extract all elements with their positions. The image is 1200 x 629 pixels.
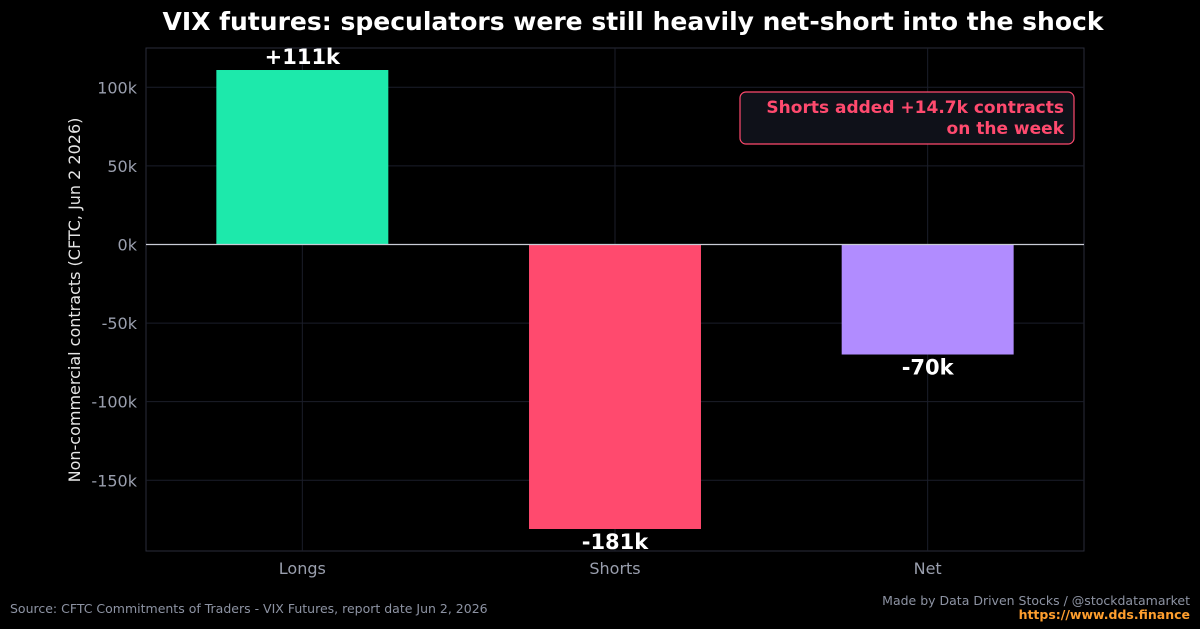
x-tick-label: Net (914, 559, 942, 578)
value-label: -70k (902, 356, 955, 380)
website-link[interactable]: https://www.dds.finance (1019, 607, 1190, 622)
y-tick-label: -150k (91, 471, 137, 490)
y-tick-label: 50k (107, 157, 137, 176)
y-tick-label: 0k (118, 235, 138, 254)
annotation-frame (739, 91, 1075, 145)
x-tick-labels: Longs Shorts Net (279, 559, 942, 578)
annotation-line-1: Shorts added +14.7k contracts (766, 98, 1064, 118)
bar-longs (216, 70, 389, 245)
bar-shorts (529, 244, 701, 529)
bars (216, 70, 1014, 529)
annotation-box: Shorts added +14.7k contracts on the wee… (739, 91, 1075, 145)
source-note: Source: CFTC Commitments of Traders - VI… (10, 601, 488, 616)
x-tick-label: Longs (279, 559, 326, 578)
chart-title: VIX futures: speculators were still heav… (163, 7, 1105, 36)
value-label: -181k (582, 530, 650, 554)
y-axis-label: Non-commercial contracts (CFTC, Jun 2 20… (65, 118, 84, 483)
value-label: +111k (265, 45, 341, 69)
y-tick-label: -50k (102, 314, 138, 333)
y-tick-label: 100k (97, 78, 138, 97)
bar-net (841, 244, 1014, 355)
credit-note: Made by Data Driven Stocks / @stockdatam… (882, 593, 1190, 608)
y-tick-label: -100k (91, 393, 137, 412)
annotation-line-2: on the week (947, 119, 1065, 139)
x-tick-label: Shorts (589, 559, 640, 578)
value-labels: +111k -181k -70k (265, 45, 955, 554)
y-tick-labels: 100k 50k 0k -50k -100k -150k (91, 78, 137, 490)
